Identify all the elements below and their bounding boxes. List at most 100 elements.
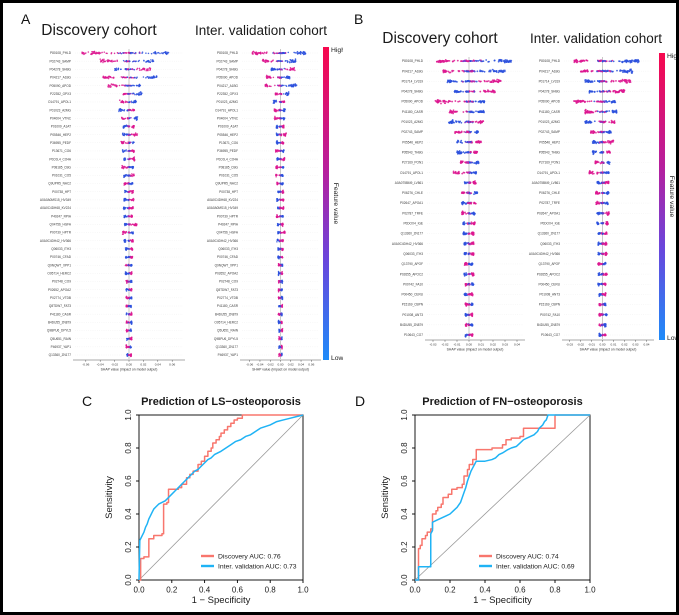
feature-label: P80108_PHLD [539,59,561,63]
feature-label: P05546_HEP2 [50,133,71,137]
shap-dots [434,58,513,338]
feature-label: Q9BPU6_DPYL5 [214,337,238,341]
feature-label: P41180_CASR [539,110,561,114]
y-tick-label: 1.0 [400,409,409,421]
x-tick-label: -0.02 [577,342,584,346]
x-tick-label: -0.04 [97,362,104,366]
feature-label: Q5U651_RAIN [50,337,72,341]
x-tick-label: 0.04 [643,342,649,346]
feature-label: P01714_LV319 [402,79,424,83]
x-tick-label: -0.02 [267,362,274,366]
feature-label: P00742_FA10 [403,282,423,286]
feature-label: P02774_VTDB [217,296,238,300]
feature-label: P02652_APOA2 [48,288,71,292]
beeswarm-subplot: Inter. validation cohort P80108_PHLD P0421… [529,31,662,352]
x-tick-label: 0.8 [265,586,277,595]
chance-diagonal [138,414,304,581]
legend-label: Discovery AUC: 0.76 [218,553,281,560]
feature-label: A0A0C4DH42_HV366 [392,242,423,246]
y-tick-label: 0.4 [124,508,133,520]
row-guides-and-labels: P80108_PHLD P04217_A1BG P01714_LV319 P04278… [529,59,652,337]
feature-label: P80108_PHLD [50,51,72,55]
y-tick-label: 0.8 [400,442,409,454]
feature-label: Q9UPR5_NAC2 [48,182,71,186]
shap-dots [81,50,170,358]
x-axis-label: SHAP value (impact on model output) [580,348,637,352]
feature-label: Q04756_HGFA [50,223,72,227]
feature-label: P05090_APOD [539,100,561,104]
feature-label: P08185_CBG [219,165,239,169]
x-tick-label: 1.0 [297,586,309,595]
x-tick-label: -0.01 [453,342,460,346]
feature-label: Q06033_ITH3 [51,247,71,251]
feature-label: P02647_APOA1 [400,201,423,205]
feature-label: P22352_GPX3 [217,92,238,96]
feature-label: P00739_HPTR [50,231,72,235]
panel-a-shap-beeswarm: Discovery cohort P80108_PHLD P02743_SAMP P0… [40,22,343,372]
subplot-title: Inter. validation cohort [530,31,662,46]
y-tick-label: 0.0 [124,574,133,586]
colorbar-axis-label: Feature value [668,176,675,218]
feature-label: P05543_THBG [539,150,561,154]
feature-label: A0A0C4DH42_HV366 [40,239,71,243]
y-tick-label: 0.2 [400,541,409,553]
feature-label: P80108_PHLD [402,59,424,63]
x-tick-label: 0.4 [479,586,491,595]
roc-curve [415,414,590,581]
feature-label: O95714_HERC2 [47,272,71,276]
x-axis-label: 1 − Specificity [473,595,532,606]
feature-label: P0DOX4_IGE [540,222,560,226]
feature-label: P04217_A1BG [50,76,72,80]
x-tick-label: 0.03 [502,342,508,346]
feature-label: A0A075B6I9_LV861 [395,181,423,185]
feature-label: P08185_CBG [52,165,72,169]
feature-label: P02787_TRFE [539,201,560,205]
feature-label: P46937_YAP1 [51,345,72,349]
feature-label: P00450_CERU [539,282,561,286]
x-tick-label: -0.03 [429,342,436,346]
feature-label: P01008_ANT3 [402,313,423,317]
row-guides-and-labels: P80108_PHLD P02743_SAMP P04278_SHBG P04217_… [40,51,183,357]
feature-label: P01023_A2MG [539,120,561,124]
roc-curve [138,414,304,581]
beeswarm-subplot: Discovery cohort P80108_PHLD P02743_SAMP P0… [40,22,185,372]
feature-label: P02743_SAMP [50,59,71,63]
feature-label: Q13360_ZN177 [538,232,561,236]
x-tick-label: 0.6 [514,586,526,595]
feature-label: P01714_LV319 [539,79,561,83]
feature-label: P02655_APOC2 [400,272,423,276]
feature-label: P05090_APOD [402,100,424,104]
legend-label: Inter. validation AUC: 0.73 [218,563,297,570]
shap-dots [251,50,307,358]
x-axis: -0.06 -0.04 -0.02 0.00 0.02 0.04 0.06 SHAP valu… [73,359,185,372]
feature-label: Q06033_ITH3 [218,247,238,251]
feature-label: P00746_CFAD [217,255,239,259]
feature-label: P04217_A1BG [217,84,239,88]
roc-axes: 0.00.0 0.2 0.2 0.4 0.4 0.6 0.6 0.8 0.8 1.0 1.0 1 − … [380,409,596,606]
x-tick-label: 0.6 [232,586,244,595]
x-tick-label: -0.02 [441,342,448,346]
colorbar-axis-label: Feature value [332,183,339,225]
feature-label: P04278_SHBG [50,67,72,71]
feature-label: P04278_SHBG [402,90,424,94]
feature-label: P22352_GPX3 [50,92,71,96]
feature-label: P02652_APOA2 [215,272,238,276]
feature-label: A0A0C4DH42_HV366 [207,239,238,243]
panel-c-roc-plot: Prediction of LS−osteoporosis0.00.00.20.… [104,396,309,606]
x-tick-label: 0.00 [277,362,283,366]
feature-label: P41180_CASR [402,110,424,114]
feature-label: P05090_APOD [50,84,72,88]
x-axis: -0.03 -0.02 -0.01 0.00 0.01 0.02 0.03 0.04 SHAP … [562,339,654,352]
x-tick-label: 0.2 [444,586,456,595]
x-tick-label: 1.0 [584,586,596,595]
legend-label: Inter. validation AUC: 0.69 [496,563,575,570]
x-tick-label: 0.00 [126,362,132,366]
feature-label: A0A0C4DH68_KV224 [40,206,71,210]
feature-label: P46937_YAP1 [218,353,239,357]
feature-label: P02743_SAMP [217,59,238,63]
feature-label: P13671_CO6 [219,141,238,145]
panel-b-letter: B [354,11,364,27]
feature-label: O14791_APOL1 [215,108,238,112]
feature-label: P00738_HPT [52,190,71,194]
